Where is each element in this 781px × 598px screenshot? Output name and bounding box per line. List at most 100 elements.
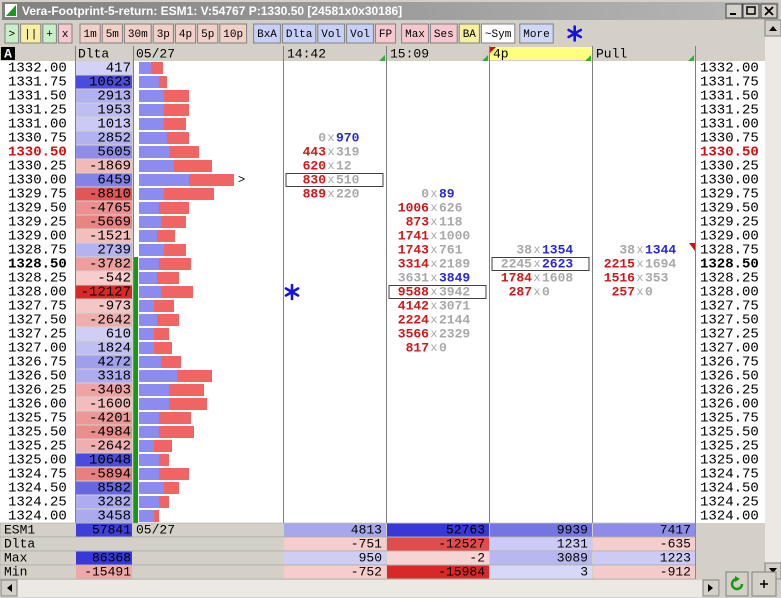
toolbar-button[interactable] [174,23,197,44]
delta-cell [76,187,132,201]
delta-cell [76,453,132,467]
toolbar-button[interactable] [253,23,281,44]
profile-buy [139,202,159,214]
profile-sell [157,272,179,284]
profile-buy [139,300,154,312]
toolbar-button[interactable] [197,23,219,44]
price-label: 1324.00 [8,509,67,525]
price-axis-label: 1324.75 [700,467,759,483]
bid-volume: 1741 [398,228,429,243]
title-bar [2,2,779,20]
toolbar-button[interactable] [374,23,397,44]
delta-value: -2642 [89,313,131,329]
toolbar-button[interactable] [281,23,317,44]
summary-value: -751 [351,536,382,551]
price-label: 1330.25 [8,159,67,175]
toolbar-button-label: > [8,29,15,41]
delta-cell [76,257,132,271]
toolbar-button[interactable] [519,23,554,44]
column-marker [490,47,496,53]
right-axis [695,46,765,523]
window-title: Vera-Footprint-5-return: ESM1: V:54767 P… [22,4,402,18]
toolbar-button[interactable] [4,23,20,44]
toolbar-button-label: Vol [321,29,341,41]
delta-cell [76,355,132,369]
profile-buy [139,104,164,116]
delta-value: 4272 [97,355,131,371]
ask-volume: 220 [336,186,360,201]
ask-volume: 626 [439,200,463,215]
price-label: 1328.50 [8,257,67,273]
ask-volume: 89 [439,186,455,201]
delta-cell [76,285,132,299]
price-axis-label: 1331.50 [700,89,759,105]
ask-volume: 1000 [439,228,470,243]
bid-volume: 889 [303,186,327,201]
price-label: 1326.25 [8,383,67,399]
toolbar-button[interactable] [152,23,174,44]
delta-value: -5669 [89,215,131,231]
toolbar-button[interactable] [219,23,248,44]
bid-volume: 0 [318,130,326,145]
profile-buy [139,160,174,172]
column-header: 14:42 [287,46,326,61]
profile-sell [161,286,193,298]
summary-value: 1231 [557,536,588,551]
bid-volume: 443 [303,144,327,159]
column-marker [688,55,694,61]
profile-sell [154,328,169,340]
toolbar-button[interactable] [401,23,429,44]
column-header: 15:09 [390,46,429,61]
bid-volume: 4142 [398,298,429,313]
profile-sell [164,482,179,494]
horizontal-scrollbar[interactable] [0,580,720,597]
price-label: 1325.75 [8,411,67,427]
toolbar-button[interactable] [20,23,42,44]
delta-cell [76,509,132,523]
profile-sell [159,76,167,88]
toolbar-button[interactable] [317,23,346,44]
price-axis-label: 1324.25 [700,495,759,511]
current-cell-box [491,257,590,271]
scroll-down-arrow [769,568,777,573]
toolbar-button[interactable] [429,23,458,44]
delta-cell [76,159,132,173]
price-axis-label: 1329.00 [700,229,759,245]
price-label: 1329.50 [8,201,67,217]
profile-buy [139,216,161,228]
toolbar-button[interactable] [79,23,101,44]
toolbar-button[interactable] [346,23,374,44]
summary-cell [490,565,592,579]
price-axis-label: 1331.00 [700,117,759,133]
delta-value: 10648 [89,453,131,469]
delta-value: 3458 [97,509,131,525]
delta-cell [76,75,132,89]
minimize-button[interactable] [725,3,743,19]
ask-volume: 2623 [542,256,573,271]
vertical-scrollbar[interactable] [765,20,781,580]
date-header: 05/27 [136,46,175,61]
profile-sell [169,384,204,396]
profile-sell [159,412,191,424]
delta-cell [76,215,132,229]
ask-volume: 319 [336,144,360,159]
maximize-button[interactable] [742,3,760,19]
toolbar-button-label: Max [405,29,425,41]
profile-buy [139,62,151,74]
trade-star [284,283,300,301]
profile-sell [159,426,194,438]
toolbar-button[interactable] [458,23,480,44]
refresh-button[interactable] [725,571,749,597]
toolbar-button[interactable] [123,23,152,44]
ask-volume: 3942 [439,284,470,299]
toolbar-button[interactable] [101,23,123,44]
price-axis-label: 1330.25 [700,159,759,175]
separator: x [430,341,437,355]
toolbar-button[interactable] [480,23,516,44]
bid-volume: 873 [406,214,430,229]
toolbar: > || + x 1m 5m 30m 3p 4p 5p 10p BxA Dlta Vol Vol FP Max S… [4,23,585,44]
toolbar-button[interactable] [57,23,73,44]
bid-volume: 1516 [604,270,635,285]
summary-value: -12527 [438,536,485,551]
toolbar-button[interactable] [42,23,57,44]
